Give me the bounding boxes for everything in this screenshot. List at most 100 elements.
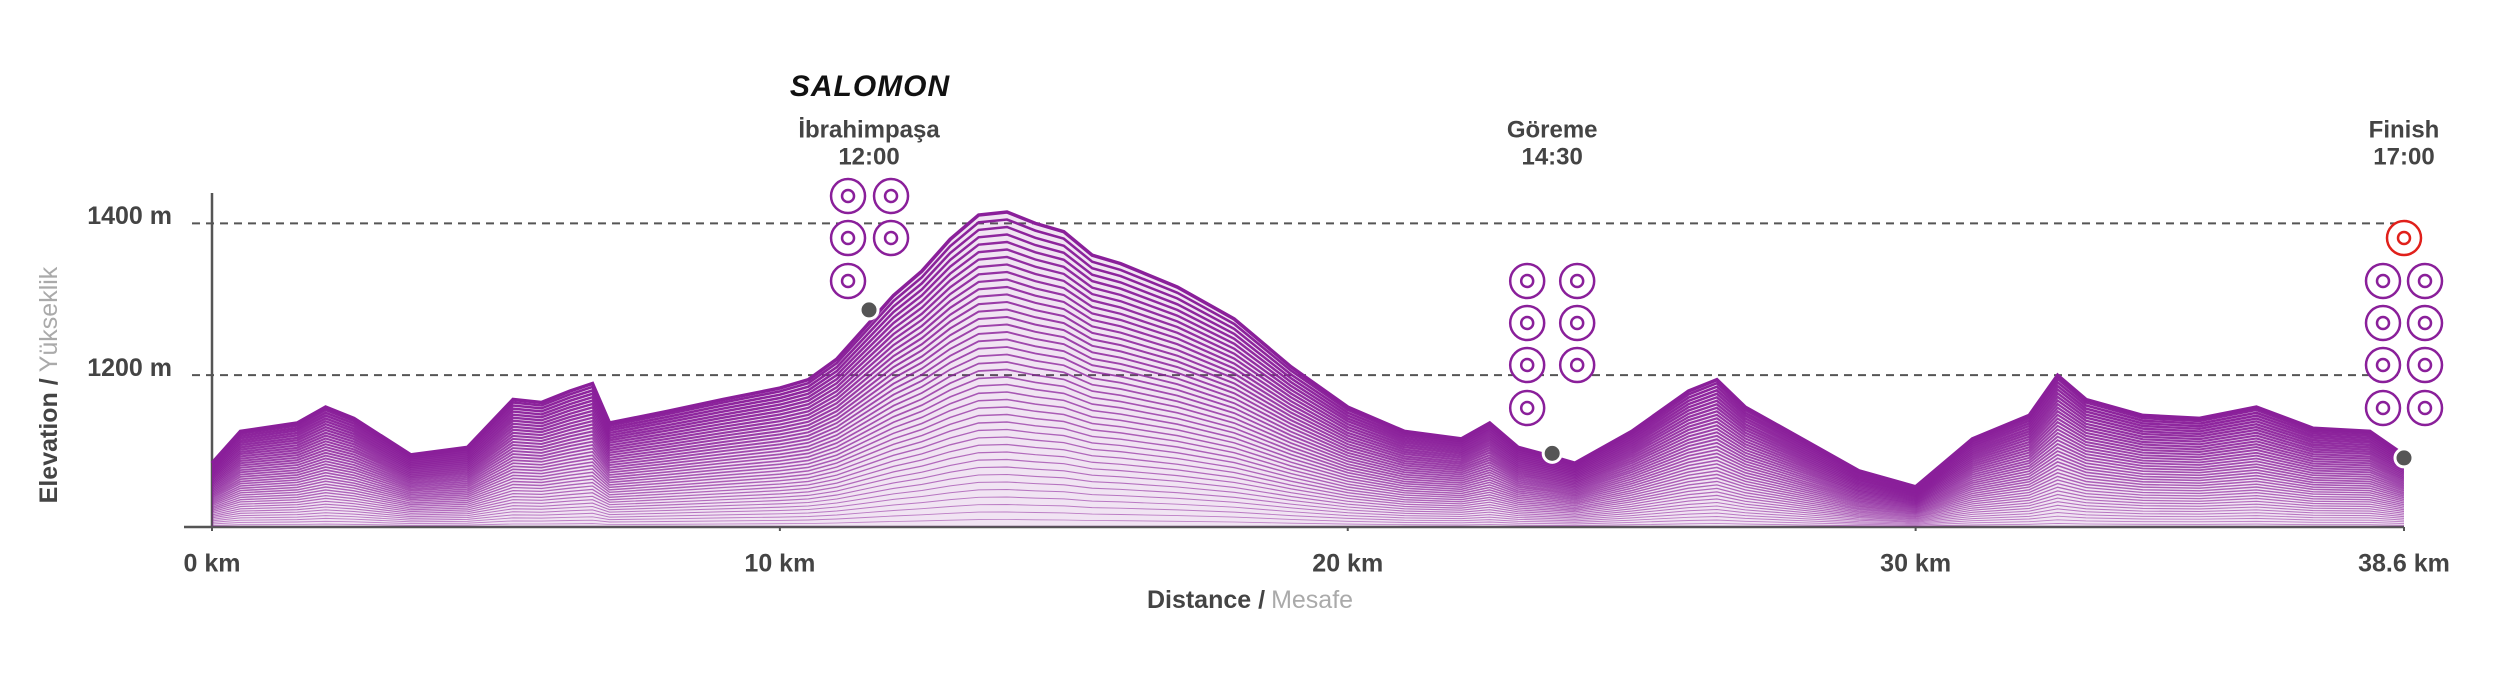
- service-icon-glyph: [2375, 273, 2391, 289]
- contour-line: [212, 270, 2404, 496]
- contour-line: [212, 451, 2404, 519]
- contour-line: [212, 458, 2404, 519]
- contour-line: [212, 511, 2404, 526]
- contour-line: [212, 278, 2404, 497]
- contour-line: [212, 338, 2404, 505]
- service-icon: [2385, 219, 2423, 257]
- checkpoint-name: Finish: [2369, 116, 2440, 143]
- sponsor-logo: SALOMON: [790, 70, 951, 103]
- contour-lines: [212, 212, 2404, 527]
- service-icon-glyph: [2417, 315, 2433, 331]
- service-icon: [872, 219, 910, 257]
- service-icon-glyph: [2417, 400, 2433, 416]
- contour-line: [212, 368, 2404, 508]
- checkpoint-marker: [1541, 442, 1563, 464]
- contour-line: [212, 496, 2404, 524]
- service-icon-glyph: [840, 273, 856, 289]
- x-axis-title-secondary: Mesafe: [1271, 586, 1353, 614]
- contour-line: [212, 376, 2404, 509]
- checkpoint-time: 12:00: [838, 143, 899, 170]
- contour-line: [212, 346, 2404, 505]
- x-axis-title: Distance / Mesafe: [1147, 586, 1353, 614]
- contour-line: [212, 391, 2404, 511]
- service-icon-glyph: [2417, 357, 2433, 373]
- service-icon-glyph: [1519, 400, 1535, 416]
- contour-line: [212, 353, 2404, 506]
- contour-line: [212, 218, 2404, 490]
- contour-line: [212, 406, 2404, 513]
- y-axis-title-main: Elevation /: [35, 378, 63, 503]
- contour-line: [212, 481, 2404, 522]
- service-icon: [829, 177, 867, 215]
- service-icon: [2406, 346, 2444, 384]
- contour-line: [212, 308, 2404, 501]
- checkpoint-name: Göreme: [1507, 116, 1598, 143]
- service-icon: [2406, 389, 2444, 427]
- service-icon-glyph: [2417, 273, 2433, 289]
- service-icon-glyph: [1569, 357, 1585, 373]
- service-icon-glyph: [883, 230, 899, 246]
- service-icon: [1508, 389, 1546, 427]
- service-icon: [2406, 304, 2444, 342]
- service-icon-glyph: [1519, 273, 1535, 289]
- y-tick-label: 1400 m: [87, 202, 172, 230]
- contour-line: [212, 428, 2404, 516]
- contour-line: [212, 225, 2404, 491]
- contour-line: [212, 443, 2404, 518]
- service-icon: [829, 262, 867, 300]
- service-icon: [1558, 346, 1596, 384]
- checkpoint-time: 17:00: [2373, 143, 2434, 170]
- contour-line: [212, 436, 2404, 517]
- service-icon: [1508, 346, 1546, 384]
- contour-line: [212, 488, 2404, 523]
- contour-line: [212, 315, 2404, 502]
- service-icon-glyph: [1569, 273, 1585, 289]
- x-tick-label: 10 km: [744, 550, 815, 578]
- service-icon: [1558, 304, 1596, 342]
- checkpoint-marker: [2393, 447, 2415, 469]
- service-icon: [2406, 262, 2444, 300]
- service-icon-glyph: [2396, 230, 2412, 246]
- x-tick-label: 30 km: [1880, 550, 1951, 578]
- checkpoint-name: İbrahimpaşa: [798, 116, 940, 143]
- service-icon-glyph: [2375, 400, 2391, 416]
- contour-line: [212, 398, 2404, 512]
- service-icon-glyph: [1519, 357, 1535, 373]
- contour-line: [212, 263, 2404, 495]
- contour-line: [212, 421, 2404, 515]
- contour-line: [212, 255, 2404, 494]
- contour-line: [212, 504, 2404, 525]
- contour-line: [212, 300, 2404, 500]
- checkpoint-marker: [858, 299, 880, 321]
- elevation-area: [212, 212, 2404, 527]
- contour-line: [212, 323, 2404, 503]
- contour-line: [212, 285, 2404, 498]
- contour-line: [212, 240, 2404, 492]
- contour-line: [212, 383, 2404, 510]
- service-icon-glyph: [2375, 357, 2391, 373]
- service-icon-glyph: [840, 188, 856, 204]
- x-tick-label: 0 km: [184, 550, 241, 578]
- service-icon: [2364, 262, 2402, 300]
- service-icon: [2364, 346, 2402, 384]
- contour-line: [212, 248, 2404, 493]
- contour-line: [212, 293, 2404, 499]
- y-axis-title-secondary: Yükseklik: [35, 266, 63, 372]
- x-tick-label: 20 km: [1312, 550, 1383, 578]
- y-axis-title: Elevation / Yükseklik: [35, 266, 63, 503]
- service-icon: [2364, 304, 2402, 342]
- service-icon: [872, 177, 910, 215]
- service-icon-glyph: [883, 188, 899, 204]
- service-icon: [1558, 262, 1596, 300]
- service-icon-glyph: [1569, 315, 1585, 331]
- service-icon: [1508, 304, 1546, 342]
- checkpoint-time: 14:30: [1521, 143, 1582, 170]
- service-icon-glyph: [1519, 315, 1535, 331]
- contour-line: [212, 233, 2404, 491]
- service-icon: [1508, 262, 1546, 300]
- service-icon-glyph: [840, 230, 856, 246]
- elevation-line: [210, 210, 2405, 489]
- contour-line: [212, 361, 2404, 507]
- service-icon: [829, 219, 867, 257]
